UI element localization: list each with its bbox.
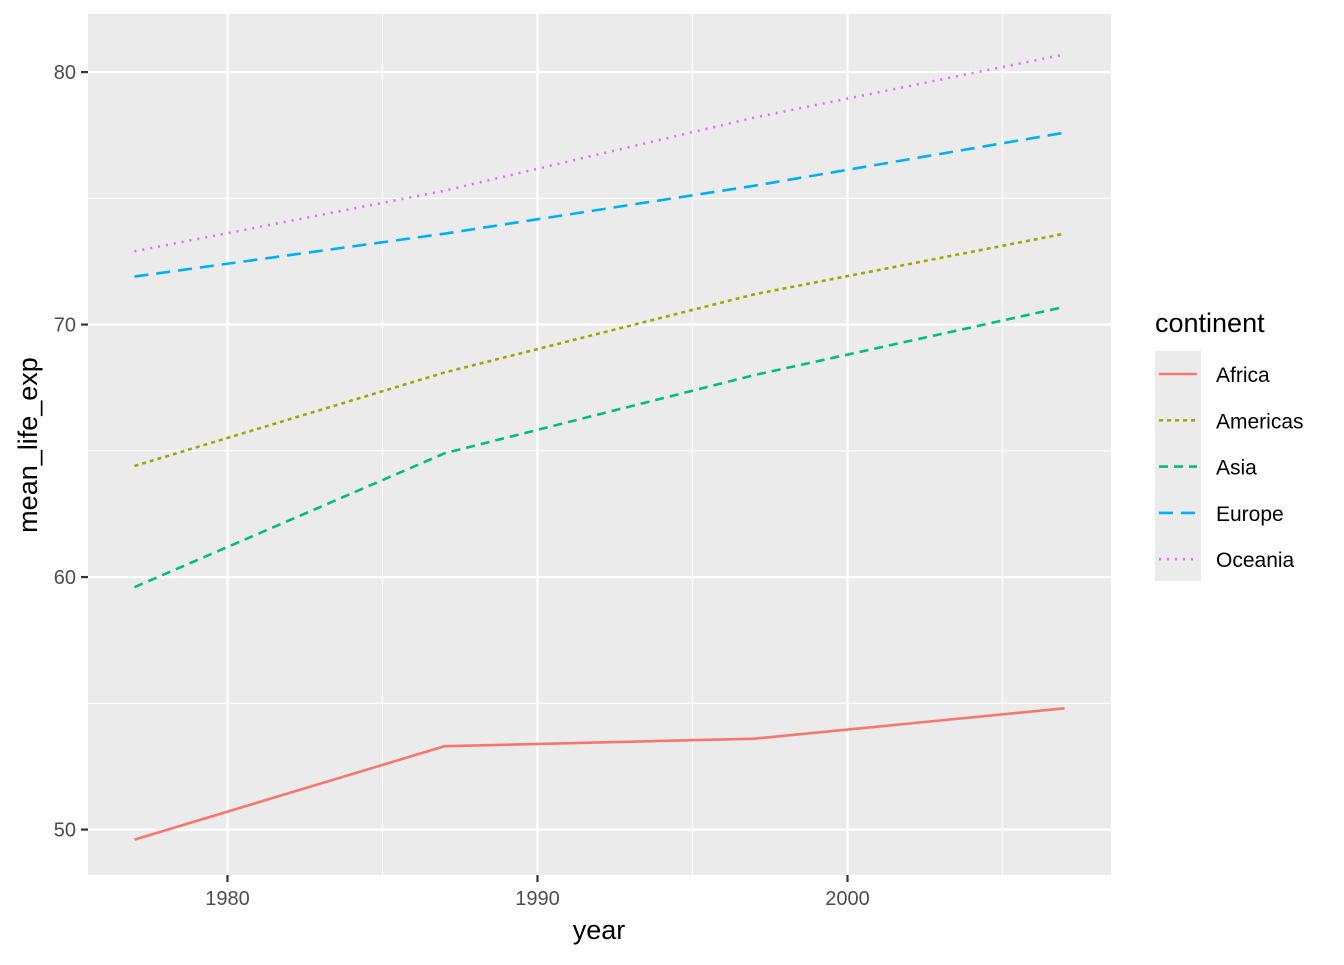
y-axis: 50 60 70 80 <box>54 62 88 842</box>
series-line-oceania <box>134 53 1065 253</box>
y-tick-label: 50 <box>54 820 76 842</box>
legend: continent Africa Americas Asia Europe Oceani… <box>1155 308 1304 581</box>
x-axis: 1980 1990 2000 <box>205 875 870 910</box>
x-axis-title: year <box>573 915 626 945</box>
y-tick-label: 80 <box>54 62 76 84</box>
legend-label-africa: Africa <box>1216 364 1270 387</box>
x-tick-label: 1980 <box>205 888 250 910</box>
series-lines <box>133 53 1065 841</box>
series-line-americas <box>134 232 1065 468</box>
major-gridlines <box>88 14 1111 875</box>
legend-items: Africa Americas Asia Europe Oceania <box>1159 364 1304 572</box>
legend-label-americas: Americas <box>1216 410 1304 433</box>
x-tick-label: 1990 <box>515 888 560 910</box>
x-tick-label: 2000 <box>825 888 870 910</box>
y-tick-label: 70 <box>54 315 76 337</box>
y-tick-label: 60 <box>54 567 76 589</box>
minor-gridlines <box>88 14 1111 875</box>
series-line-africa <box>134 707 1065 841</box>
legend-label-europe: Europe <box>1216 503 1284 526</box>
legend-label-oceania: Oceania <box>1216 549 1295 572</box>
y-axis-title: mean_life_exp <box>13 357 43 533</box>
series-line-europe <box>134 131 1065 278</box>
series-line-asia <box>133 305 1065 589</box>
legend-label-asia: Asia <box>1216 457 1257 480</box>
panel-background <box>88 14 1111 875</box>
legend-title: continent <box>1155 308 1265 338</box>
